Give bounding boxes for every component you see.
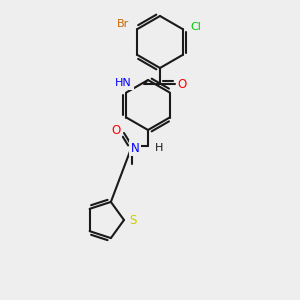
Text: Br: Br bbox=[117, 19, 130, 29]
Text: S: S bbox=[129, 214, 137, 226]
Text: O: O bbox=[177, 77, 187, 91]
Text: HN: HN bbox=[115, 78, 132, 88]
Text: O: O bbox=[111, 124, 121, 136]
Text: N: N bbox=[130, 142, 140, 154]
Text: Cl: Cl bbox=[190, 22, 201, 32]
Text: H: H bbox=[155, 143, 164, 153]
